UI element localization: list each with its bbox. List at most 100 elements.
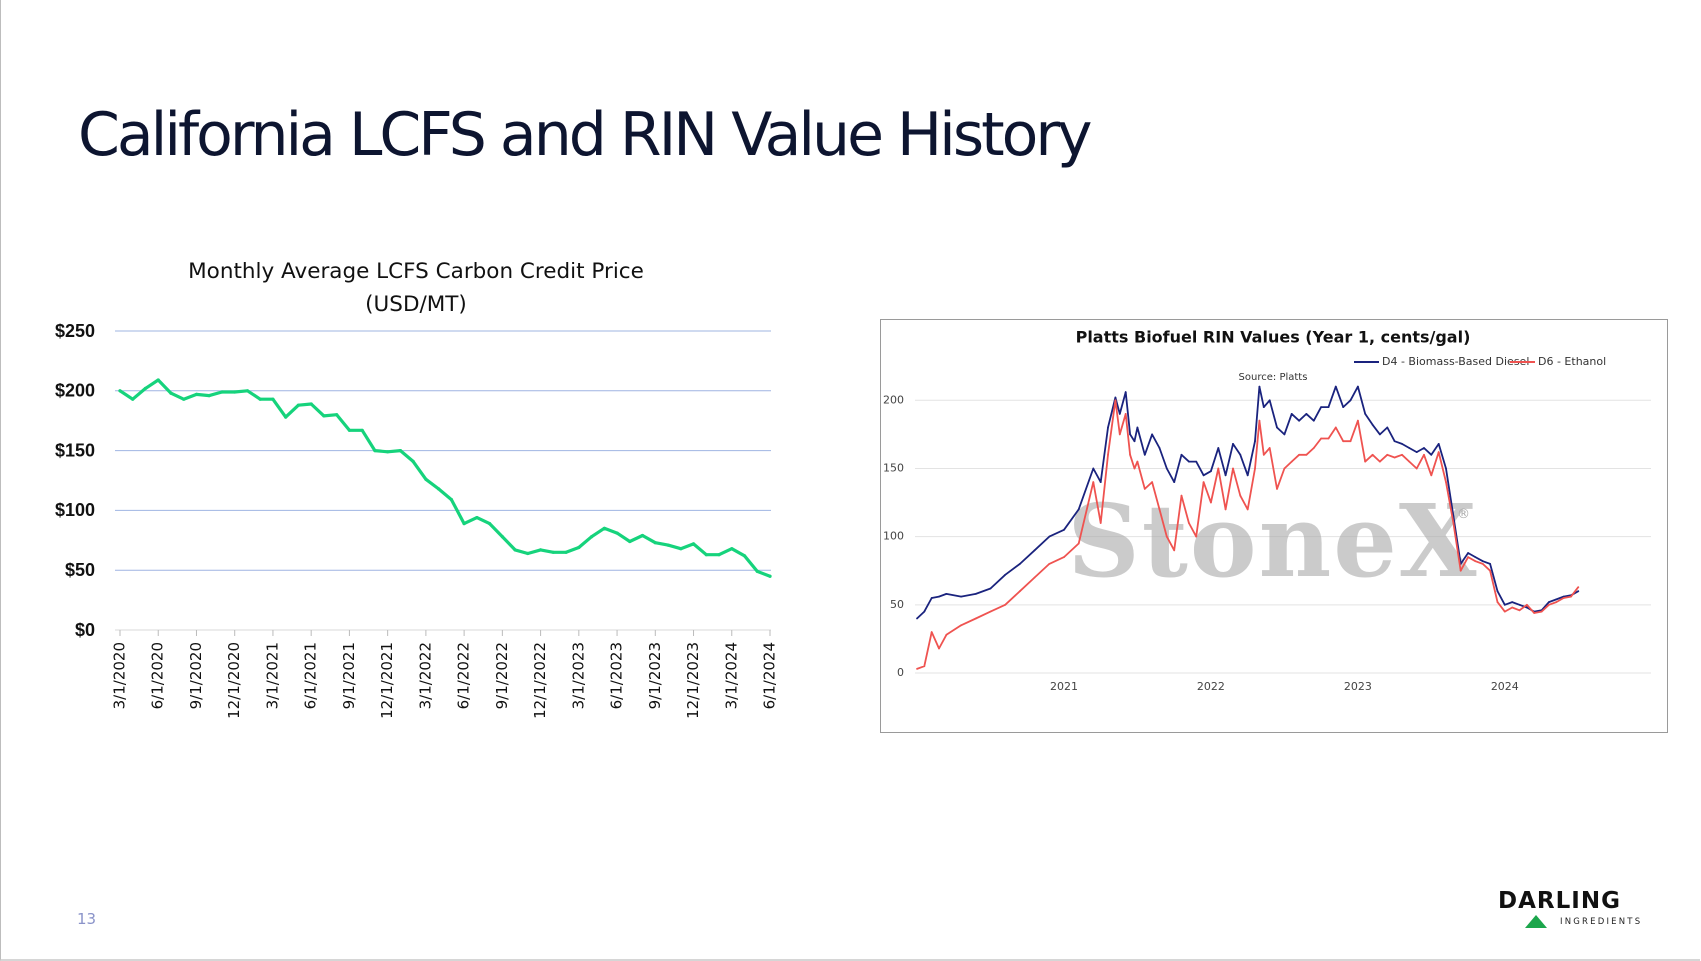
lcfs-data-point	[398, 449, 402, 453]
rin-d6-line-point	[1459, 569, 1462, 572]
rin-d4-line-point	[1334, 385, 1337, 388]
rin-d6-line-point	[916, 668, 918, 670]
rin-d4-line-point	[945, 593, 948, 595]
rin-d4-line-point	[1133, 440, 1136, 443]
lcfs-x-tick-label: 3/1/2020	[111, 642, 129, 709]
rin-d6-line-point	[1129, 453, 1131, 456]
lcfs-data-point	[730, 547, 734, 551]
rin-d4-line-point	[1033, 549, 1036, 552]
lcfs-y-tick-label: $200	[55, 381, 95, 401]
rin-d6-line-point	[1357, 419, 1359, 422]
rin-d4-line-point	[1246, 474, 1249, 477]
rin-d6-line-point	[1239, 494, 1242, 497]
rin-d4-line-point	[923, 610, 926, 613]
rin-d6-line-point	[1342, 440, 1345, 443]
rin-d4-line-point	[1437, 443, 1440, 445]
lcfs-data-point	[131, 397, 135, 401]
rin-d6-line-point	[1151, 481, 1153, 483]
rin-y-tick-label: 50	[890, 598, 904, 611]
rin-d6-line-point	[1496, 601, 1499, 603]
rin-d6-line-point	[989, 610, 992, 613]
rin-d4-line-point	[1342, 406, 1345, 408]
lcfs-data-point	[296, 403, 300, 407]
rin-chart-panel: Platts Biofuel RIN Values (Year 1, cents…	[880, 319, 1668, 733]
rin-d6-line-point	[1173, 549, 1176, 552]
rin-d6-line	[916, 399, 1580, 670]
lcfs-data-point	[539, 548, 543, 552]
rin-d4-line-point	[1320, 406, 1322, 408]
rin-d4-line-point	[1048, 535, 1051, 538]
rin-d6-line-point	[1048, 563, 1051, 565]
rin-d6-line-point	[1210, 501, 1212, 504]
rin-d6-line-point	[1118, 433, 1121, 436]
rin-d4-line-point	[1489, 563, 1491, 565]
lcfs-data-point	[704, 553, 708, 557]
lcfs-data-point	[500, 535, 504, 539]
rin-d4-line-point	[1415, 451, 1418, 453]
rin-d6-line-point	[1481, 563, 1484, 565]
rin-d6-line-point	[1276, 488, 1278, 490]
rin-d4-line-point	[1481, 560, 1484, 563]
lcfs-x-tick-label: 12/1/2023	[684, 642, 702, 719]
rin-d4-line-point	[1327, 406, 1330, 408]
rin-d4-line-point	[1180, 453, 1183, 456]
rin-d6-line-point	[1503, 610, 1506, 613]
rin-d4-line-point	[1423, 447, 1425, 449]
rin-d4-line-point	[1124, 391, 1127, 393]
rin-d6-line-point	[1467, 556, 1469, 558]
rin-d4-line-point	[1364, 413, 1367, 415]
rin-d6-line-point	[1063, 556, 1065, 558]
lcfs-y-tick-label: $100	[55, 500, 95, 520]
lcfs-data-point	[207, 394, 211, 398]
rin-d6-line-point	[1217, 467, 1220, 470]
lcfs-data-point	[245, 389, 250, 393]
lcfs-x-tick-label: 12/1/2022	[531, 642, 549, 719]
rin-source-annotation: Source: Platts	[1239, 372, 1308, 383]
rin-d4-line-point	[1357, 385, 1359, 388]
rin-d4-line-point	[1503, 603, 1506, 606]
rin-d6-line-point	[938, 647, 940, 650]
rin-d6-line-point	[1312, 447, 1315, 449]
rin-d4-line-point	[1107, 426, 1109, 429]
rin-d6-line-point	[974, 617, 977, 620]
rin-d4-line-point	[1526, 606, 1528, 609]
lcfs-data-point	[551, 550, 555, 554]
rin-d6-line-point	[1379, 460, 1381, 463]
rin-d6-line-point	[1577, 586, 1580, 588]
rin-d6-line-point	[1258, 419, 1261, 422]
rin-d4-line-point	[1063, 528, 1065, 531]
lcfs-data-point	[220, 390, 224, 394]
lcfs-data-point	[182, 397, 186, 401]
rin-d6-line-point	[1283, 467, 1286, 470]
lcfs-data-point	[424, 477, 428, 481]
rin-d4-line-point	[1268, 399, 1271, 402]
legend-label-d4: D4 - Biomass-Based Diesel	[1382, 355, 1529, 368]
rin-d6-line-point	[1254, 467, 1256, 470]
lcfs-data-point	[513, 548, 517, 552]
rin-d6-line-point	[1511, 606, 1514, 609]
rin-d6-line-point	[1136, 460, 1139, 463]
rin-d6-line-point	[1555, 601, 1558, 603]
lcfs-data-point	[742, 554, 747, 558]
rin-d6-line-point	[1526, 603, 1528, 606]
rin-d6-line-point	[1107, 453, 1109, 456]
rin-d6-line-point	[1224, 508, 1227, 511]
rin-d4-line-point	[1393, 440, 1396, 443]
lcfs-data-point	[577, 545, 581, 550]
rin-d6-line-point	[1364, 460, 1367, 463]
lcfs-data-point	[194, 392, 199, 396]
lcfs-data-point	[360, 428, 364, 432]
lcfs-data-point	[156, 378, 160, 382]
rin-d6-line-point	[1033, 576, 1036, 579]
rin-d4-line-point	[1254, 440, 1256, 443]
rin-d4-line-point	[1129, 433, 1131, 436]
rin-x-tick-label: 2022	[1197, 680, 1225, 693]
rin-d4-line-point	[1386, 426, 1389, 429]
rin-y-tick-label: 200	[883, 393, 904, 406]
lcfs-data-point	[564, 550, 568, 554]
rin-x-tick-label: 2024	[1491, 680, 1519, 693]
rin-d4-line-point	[1173, 481, 1176, 483]
lcfs-data-point	[309, 402, 313, 406]
rin-x-tick-label: 2023	[1344, 680, 1372, 693]
lcfs-y-tick-label: $150	[55, 440, 95, 460]
